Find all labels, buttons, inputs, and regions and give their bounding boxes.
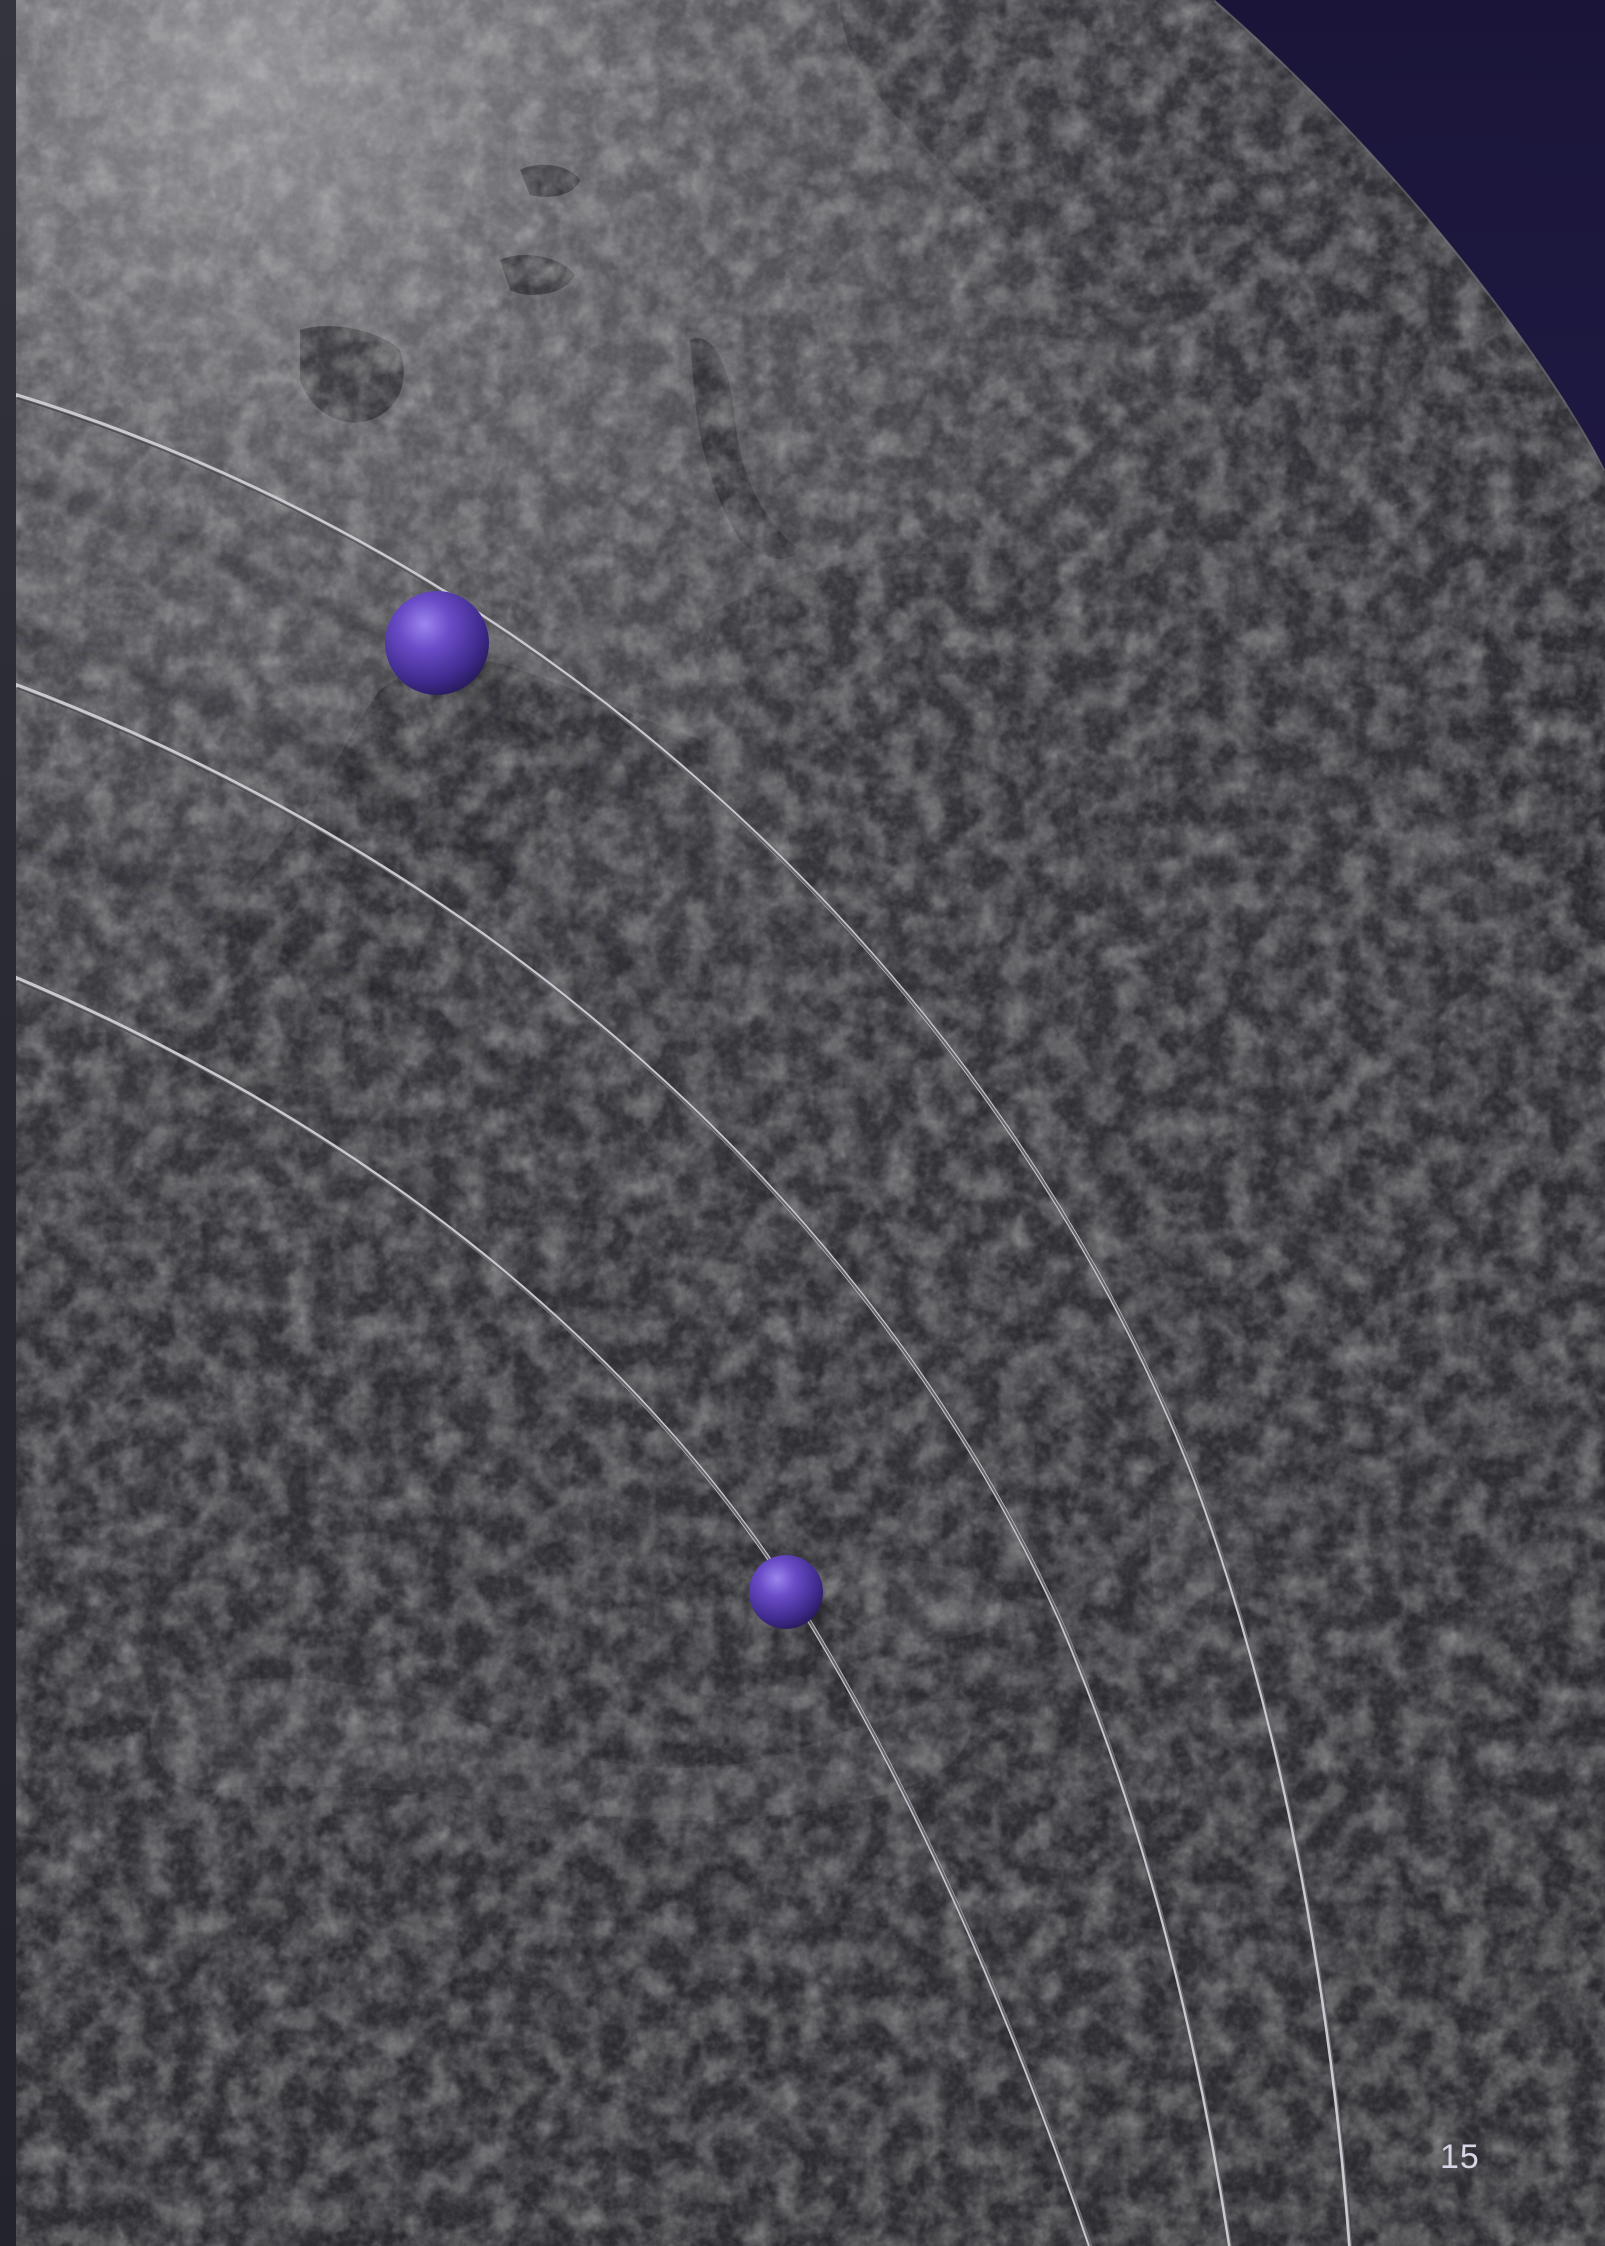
page-number: 15 <box>1440 2138 1480 2176</box>
orbit-sphere-small <box>749 1555 823 1629</box>
orbit-lines <box>14 393 1353 2246</box>
left-edge-strip <box>0 0 16 2246</box>
orbit-spheres <box>385 591 826 1629</box>
orbit-sphere-large <box>385 591 489 695</box>
